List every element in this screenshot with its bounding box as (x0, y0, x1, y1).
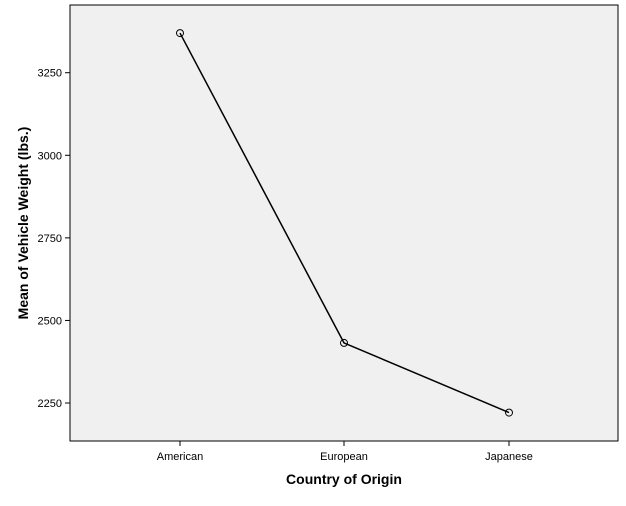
x-axis-title: Country of Origin (286, 471, 402, 487)
x-axis: American European Japanese (157, 441, 533, 463)
x-tick-label: American (157, 451, 203, 463)
x-tick-label: European (320, 451, 368, 463)
y-axis: 2250 2500 2750 3000 3250 (38, 68, 70, 410)
series-line (179, 32, 510, 414)
data-point (340, 338, 348, 347)
y-axis-title: Mean of Vehicle Weight (lbs.) (15, 127, 31, 320)
y-tick-label: 3000 (38, 150, 62, 162)
y-tick-label: 3250 (38, 68, 62, 80)
y-tick-label: 2500 (38, 315, 62, 327)
x-tick-label: Japanese (485, 451, 533, 463)
data-point (505, 408, 513, 417)
series-layer (176, 29, 513, 417)
y-tick-label: 2750 (38, 233, 62, 245)
y-tick-label: 2250 (38, 398, 62, 410)
data-point (176, 29, 184, 38)
plot-area (69, 4, 619, 442)
